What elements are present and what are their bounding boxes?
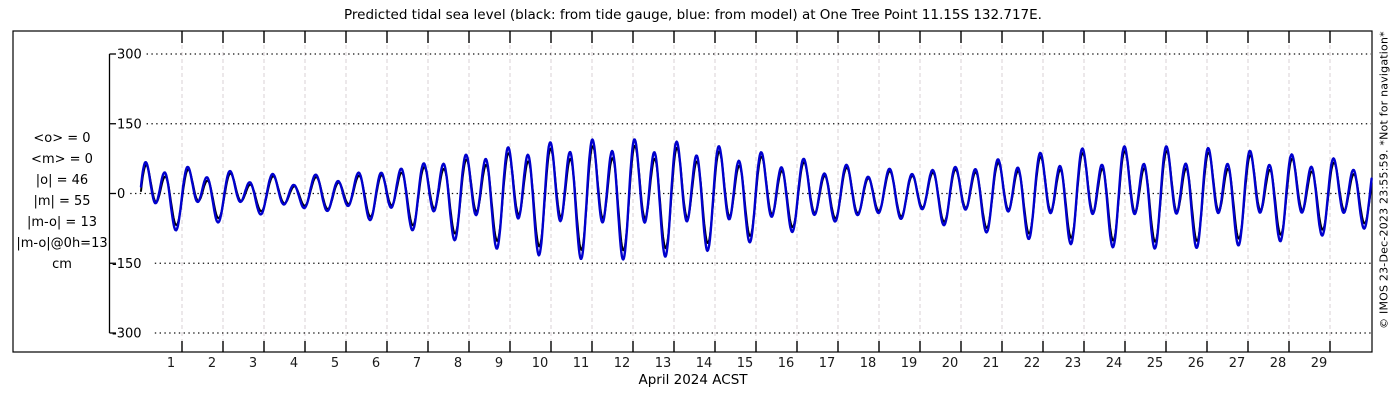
watermark-text: © IMOS 23-Dec-2023 23:55:59. *Not for na… xyxy=(1377,31,1391,329)
x-day-label: 29 xyxy=(1311,356,1328,371)
x-day-label: 16 xyxy=(778,356,795,371)
x-day-label: 23 xyxy=(1065,356,1082,371)
x-day-label: 15 xyxy=(737,356,754,371)
x-day-label: 5 xyxy=(331,356,339,371)
x-day-label: 27 xyxy=(1229,356,1246,371)
stat-line-abs-diff: |m-o| = 13 xyxy=(26,215,97,230)
x-day-label: 14 xyxy=(696,356,713,371)
x-day-label: 24 xyxy=(1106,356,1123,371)
x-day-label: 12 xyxy=(614,356,631,371)
x-day-label: 13 xyxy=(655,356,672,371)
y-tick-label: -300 xyxy=(112,327,142,342)
stats-block: <o> = 0 <m> = 0 |o| = 46 |m| = 55 |m-o| … xyxy=(13,128,111,275)
y-tick-label: 0 xyxy=(117,187,125,202)
x-axis-label: April 2024 ACST xyxy=(638,372,748,388)
x-day-label: 11 xyxy=(573,356,590,371)
y-tick-label: 150 xyxy=(117,117,142,132)
x-day-label: 21 xyxy=(983,356,1000,371)
stat-line-abs-obs: |o| = 46 xyxy=(35,173,89,188)
y-tick-label: -150 xyxy=(112,257,142,272)
x-day-label: 22 xyxy=(1024,356,1041,371)
x-day-label: 26 xyxy=(1188,356,1205,371)
y-tick-label: 300 xyxy=(117,48,142,63)
x-day-label: 6 xyxy=(372,356,380,371)
stat-line-mean-model: <m> = 0 xyxy=(31,152,93,167)
stat-line-abs-model: |m| = 55 xyxy=(33,194,91,209)
x-day-label: 8 xyxy=(454,356,462,371)
x-day-label: 19 xyxy=(901,356,918,371)
x-day-label: 7 xyxy=(413,356,421,371)
x-day-label: 2 xyxy=(208,356,216,371)
x-day-label: 25 xyxy=(1147,356,1164,371)
x-day-label: 3 xyxy=(249,356,257,371)
chart-title: Predicted tidal sea level (black: from t… xyxy=(344,7,1042,23)
stat-line-mean-obs: <o> = 0 xyxy=(33,131,91,146)
stat-line-units: cm xyxy=(52,257,72,272)
x-day-label: 28 xyxy=(1270,356,1287,371)
model-curve xyxy=(139,138,1373,261)
x-day-label: 17 xyxy=(819,356,836,371)
x-day-label: 4 xyxy=(290,356,298,371)
x-day-label: 1 xyxy=(167,356,175,371)
x-day-label: 20 xyxy=(942,356,959,371)
x-day-label: 9 xyxy=(495,356,503,371)
x-day-label: 10 xyxy=(532,356,549,371)
plot-frame xyxy=(12,30,1373,353)
x-day-label: 18 xyxy=(860,356,877,371)
stat-line-diff-0h: |m-o|@0h=13 xyxy=(16,236,108,251)
